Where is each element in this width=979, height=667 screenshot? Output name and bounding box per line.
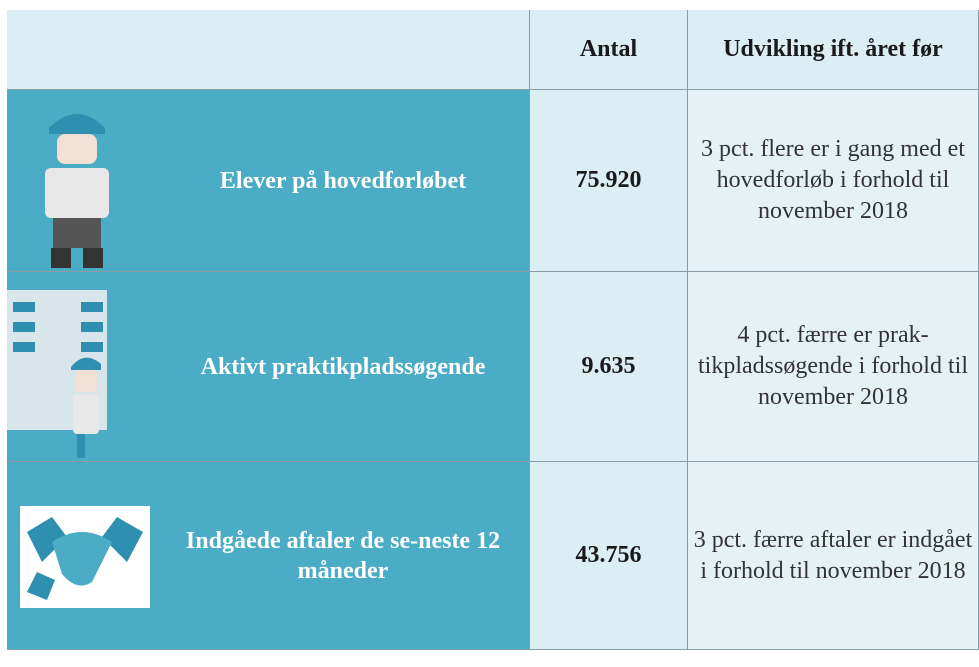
row-value: 9.635	[530, 272, 688, 462]
building-icon	[7, 290, 107, 458]
row-label: Elever på hovedforløbet	[219, 167, 467, 194]
header-blank	[7, 10, 530, 90]
row-value: 75.920	[530, 90, 688, 272]
row-change: 4 pct. færre er prak-tikpladssøgende i f…	[688, 272, 979, 462]
row-label-cell: Indgåede aftaler de se-neste 12 måneder	[7, 462, 530, 650]
row-change: 3 pct. færre aftaler er indgået i forhol…	[688, 462, 979, 650]
row-label: Aktivt praktikpladssøgende	[200, 353, 486, 380]
handshake-icon	[20, 506, 150, 608]
worker-icon	[45, 114, 109, 268]
row-label: Indgåede aftaler de se-neste 12 måneder	[185, 527, 501, 584]
header-cell: Antal	[530, 10, 688, 90]
row-value: 43.756	[530, 462, 688, 650]
row-label-cell: Aktivt praktikpladssøgende	[7, 272, 530, 462]
table: Antal Udvikling ift. året før Elever på …	[7, 10, 979, 650]
row-label-cell: Elever på hovedforløbet	[7, 90, 530, 272]
row-change: 3 pct. flere er i gang med et hovedforlø…	[688, 90, 979, 272]
header-cell: Udvikling ift. året før	[688, 10, 979, 90]
